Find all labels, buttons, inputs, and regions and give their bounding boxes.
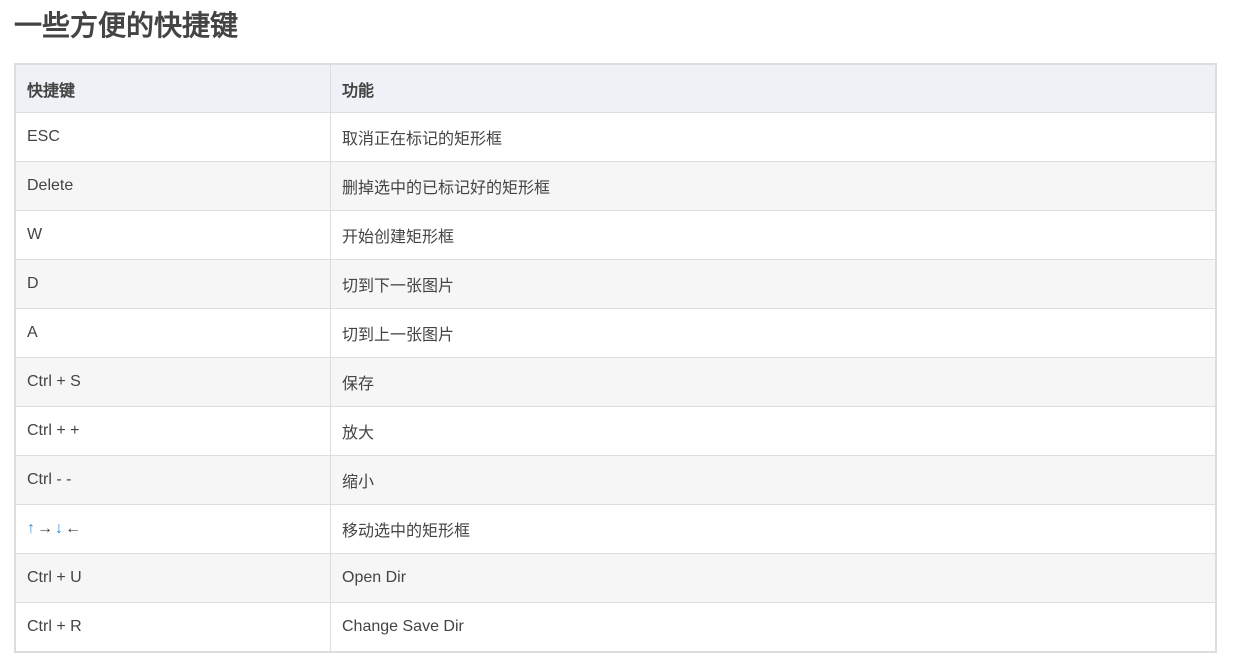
shortcut-cell: Delete (14, 161, 331, 211)
table-row: Ctrl + U Open Dir (14, 553, 1217, 603)
table-row: ESC 取消正在标记的矩形框 (14, 112, 1217, 162)
function-cell: 放大 (330, 406, 1217, 456)
table-row: Delete 删掉选中的已标记好的矩形框 (14, 161, 1217, 211)
arrow-key-icon: ← (65, 520, 81, 537)
shortcuts-table: 快捷键 功能 ESC 取消正在标记的矩形框 Delete 删掉选中的已标记好的矩形框 W… (14, 63, 1217, 653)
function-cell: 切到下一张图片 (330, 259, 1217, 309)
shortcut-cell: ESC (14, 112, 331, 162)
table-row: Ctrl + R Change Save Dir (14, 602, 1217, 653)
header-function: 功能 (330, 63, 1217, 113)
function-cell: 保存 (330, 357, 1217, 407)
function-cell: Change Save Dir (330, 602, 1217, 653)
table-row: ↑ → ↓ ← 移动选中的矩形框 (14, 504, 1217, 554)
function-cell: Open Dir (330, 553, 1217, 603)
table-row: A 切到上一张图片 (14, 308, 1217, 358)
function-cell: 开始创建矩形框 (330, 210, 1217, 260)
shortcut-cell: W (14, 210, 331, 260)
page-title: 一些方便的快捷键 (14, 10, 239, 41)
table-row: W 开始创建矩形框 (14, 210, 1217, 260)
header-shortcut: 快捷键 (14, 63, 331, 113)
shortcut-cell: A (14, 308, 331, 358)
table-header-row: 快捷键 功能 (14, 63, 1217, 113)
shortcut-cell: Ctrl + U (14, 553, 331, 603)
function-cell: 取消正在标记的矩形框 (330, 112, 1217, 162)
arrow-key-icon: ↑ (27, 520, 35, 537)
arrow-key-icon: ↓ (55, 520, 63, 537)
function-cell: 缩小 (330, 455, 1217, 505)
shortcut-cell: D (14, 259, 331, 309)
table-row: Ctrl - - 缩小 (14, 455, 1217, 505)
shortcut-cell: ↑ → ↓ ← (14, 504, 331, 554)
function-cell: 切到上一张图片 (330, 308, 1217, 358)
shortcut-cell: Ctrl + S (14, 357, 331, 407)
function-cell: 删掉选中的已标记好的矩形框 (330, 161, 1217, 211)
table-row: D 切到下一张图片 (14, 259, 1217, 309)
shortcut-cell: Ctrl + R (14, 602, 331, 653)
function-cell: 移动选中的矩形框 (330, 504, 1217, 554)
table-row: Ctrl + + 放大 (14, 406, 1217, 456)
table-row: Ctrl + S 保存 (14, 357, 1217, 407)
shortcut-cell: Ctrl - - (14, 455, 331, 505)
shortcut-cell: Ctrl + + (14, 406, 331, 456)
arrow-key-icon: → (37, 520, 53, 537)
